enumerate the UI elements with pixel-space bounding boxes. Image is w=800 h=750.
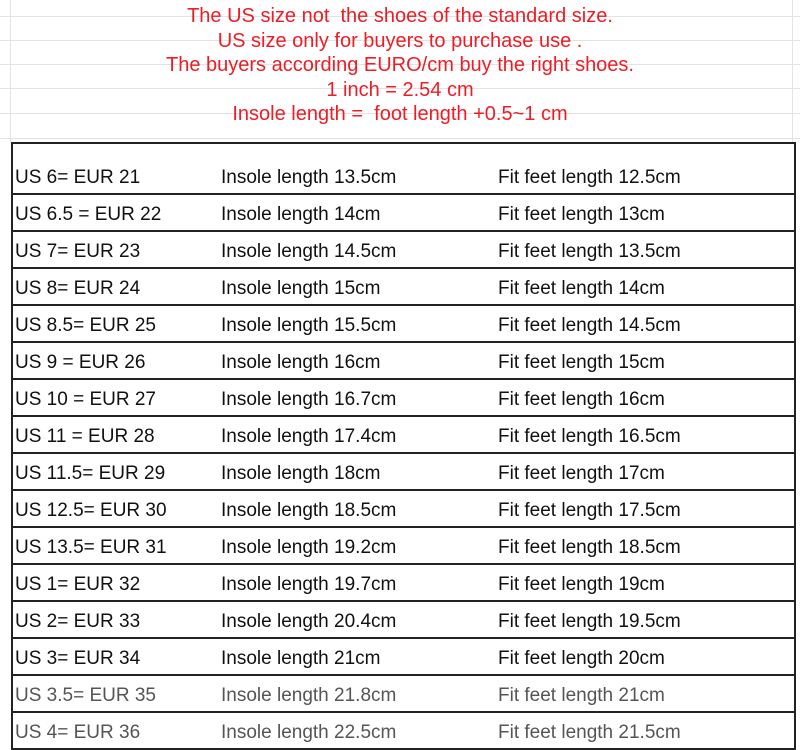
insole-length-cell: Insole length 18cm <box>221 463 381 484</box>
insole-length-cell: Insole length 16cm <box>221 352 381 373</box>
table-row: US 12.5= EUR 30 Insole length 18.5cm Fit f… <box>13 491 794 528</box>
table-row: US 11 = EUR 28 Insole length 17.4cm Fit fe… <box>13 417 794 454</box>
table-row: US 13.5= EUR 31 Insole length 19.2cm Fit f… <box>13 528 794 565</box>
table-row: US 6= EUR 21 Insole length 13.5cm Fit feet… <box>13 144 794 195</box>
fit-feet-length-cell: Fit feet length 15cm <box>498 352 665 373</box>
insole-length-cell: Insole length 18.5cm <box>221 500 397 521</box>
size-cell: US 8.5= EUR 25 <box>15 315 156 336</box>
table-row: US 1= EUR 32 Insole length 19.7cm Fit feet… <box>13 565 794 602</box>
table-row: US 10 = EUR 27 Insole length 16.7cm Fit fe… <box>13 380 794 417</box>
grid-line <box>10 0 11 142</box>
fit-feet-length-cell: Fit feet length 20cm <box>498 648 665 669</box>
insole-length-cell: Insole length 21cm <box>221 648 381 669</box>
fit-feet-length-cell: Fit feet length 17.5cm <box>498 500 681 521</box>
insole-length-cell: Insole length 15cm <box>221 278 381 299</box>
table-row: US 9 = EUR 26 Insole length 16cm Fit feet … <box>13 343 794 380</box>
fit-feet-length-cell: Fit feet length 19cm <box>498 574 665 595</box>
table-row: US 7= EUR 23 Insole length 14.5cm Fit feet… <box>13 232 794 269</box>
size-cell: US 3.5= EUR 35 <box>15 685 156 706</box>
fit-feet-length-cell: Fit feet length 17cm <box>498 463 665 484</box>
insole-length-cell: Insole length 20.4cm <box>221 611 397 632</box>
insole-length-cell: Insole length 15.5cm <box>221 315 397 336</box>
table-row: US 3.5= EUR 35 Insole length 21.8cm Fit fe… <box>13 676 794 713</box>
size-cell: US 11 = EUR 28 <box>15 426 155 447</box>
size-cell: US 13.5= EUR 31 <box>15 537 167 558</box>
size-cell: US 1= EUR 32 <box>15 574 141 595</box>
size-cell: US 7= EUR 23 <box>15 241 141 262</box>
size-cell: US 10 = EUR 27 <box>15 389 156 410</box>
insole-length-cell: Insole length 14cm <box>221 204 381 225</box>
insole-length-cell: Insole length 14.5cm <box>221 241 397 262</box>
insole-length-cell: Insole length 21.8cm <box>221 685 397 706</box>
grid-line <box>792 0 793 142</box>
table-row: US 11.5= EUR 29 Insole length 18cm Fit fee… <box>13 454 794 491</box>
size-cell: US 9 = EUR 26 <box>15 352 146 373</box>
insole-length-cell: Insole length 17.4cm <box>221 426 397 447</box>
size-cell: US 3= EUR 34 <box>15 648 141 669</box>
size-cell: US 6.5 = EUR 22 <box>15 204 162 225</box>
size-cell: US 12.5= EUR 30 <box>15 500 167 521</box>
grid-line <box>0 138 800 139</box>
fit-feet-length-cell: Fit feet length 19.5cm <box>498 611 681 632</box>
fit-feet-length-cell: Fit feet length 12.5cm <box>498 167 681 188</box>
insole-length-cell: Insole length 16.7cm <box>221 389 397 410</box>
note-line: US size only for buyers to purchase use … <box>217 29 583 52</box>
table-row: US 6.5 = EUR 22 Insole length 14cm Fit fee… <box>13 195 794 232</box>
note-line: Insole length = foot length +0.5~1 cm <box>232 103 568 125</box>
size-cell: US 8= EUR 24 <box>15 278 141 299</box>
table-row: US 8= EUR 24 Insole length 15cm Fit feet l… <box>13 269 794 306</box>
grid-line <box>0 64 800 65</box>
fit-feet-length-cell: Fit feet length 16cm <box>498 389 665 410</box>
grid-line <box>0 16 800 17</box>
size-cell: US 2= EUR 33 <box>15 611 141 632</box>
grid-line <box>0 88 800 89</box>
fit-feet-length-cell: Fit feet length 14.5cm <box>498 315 681 336</box>
fit-feet-length-cell: Fit feet length 21.5cm <box>498 722 681 743</box>
insole-length-cell: Insole length 19.7cm <box>221 574 397 595</box>
grid-line <box>0 113 800 114</box>
fit-feet-length-cell: Fit feet length 13cm <box>498 204 665 225</box>
fit-feet-length-cell: Fit feet length 18.5cm <box>498 537 681 558</box>
table-row: US 3= EUR 34 Insole length 21cm Fit feet l… <box>13 639 794 676</box>
grid-line <box>0 40 800 41</box>
size-notes: The US size not the shoes of the standar… <box>0 4 800 127</box>
insole-length-cell: Insole length 22.5cm <box>221 722 397 743</box>
table-row: US 8.5= EUR 25 Insole length 15.5cm Fit fe… <box>13 306 794 343</box>
table-row: US 2= EUR 33 Insole length 20.4cm Fit feet… <box>13 602 794 639</box>
size-cell: US 4= EUR 36 <box>15 722 141 743</box>
size-chart-table: US 6= EUR 21 Insole length 13.5cm Fit feet… <box>11 142 796 750</box>
size-cell: US 11.5= EUR 29 <box>15 463 166 484</box>
fit-feet-length-cell: Fit feet length 14cm <box>498 278 665 299</box>
note-line: The buyers according EURO/cm buy the rig… <box>166 54 634 76</box>
note-line: The US size not the shoes of the standar… <box>187 5 613 27</box>
note-line: 1 inch = 2.54 cm <box>326 78 474 101</box>
insole-length-cell: Insole length 19.2cm <box>221 537 397 558</box>
fit-feet-length-cell: Fit feet length 21cm <box>498 685 665 706</box>
size-cell: US 6= EUR 21 <box>15 167 141 188</box>
fit-feet-length-cell: Fit feet length 16.5cm <box>498 426 681 447</box>
insole-length-cell: Insole length 13.5cm <box>221 167 397 188</box>
fit-feet-length-cell: Fit feet length 13.5cm <box>498 241 681 262</box>
table-row: US 4= EUR 36 Insole length 22.5cm Fit feet… <box>13 713 794 750</box>
